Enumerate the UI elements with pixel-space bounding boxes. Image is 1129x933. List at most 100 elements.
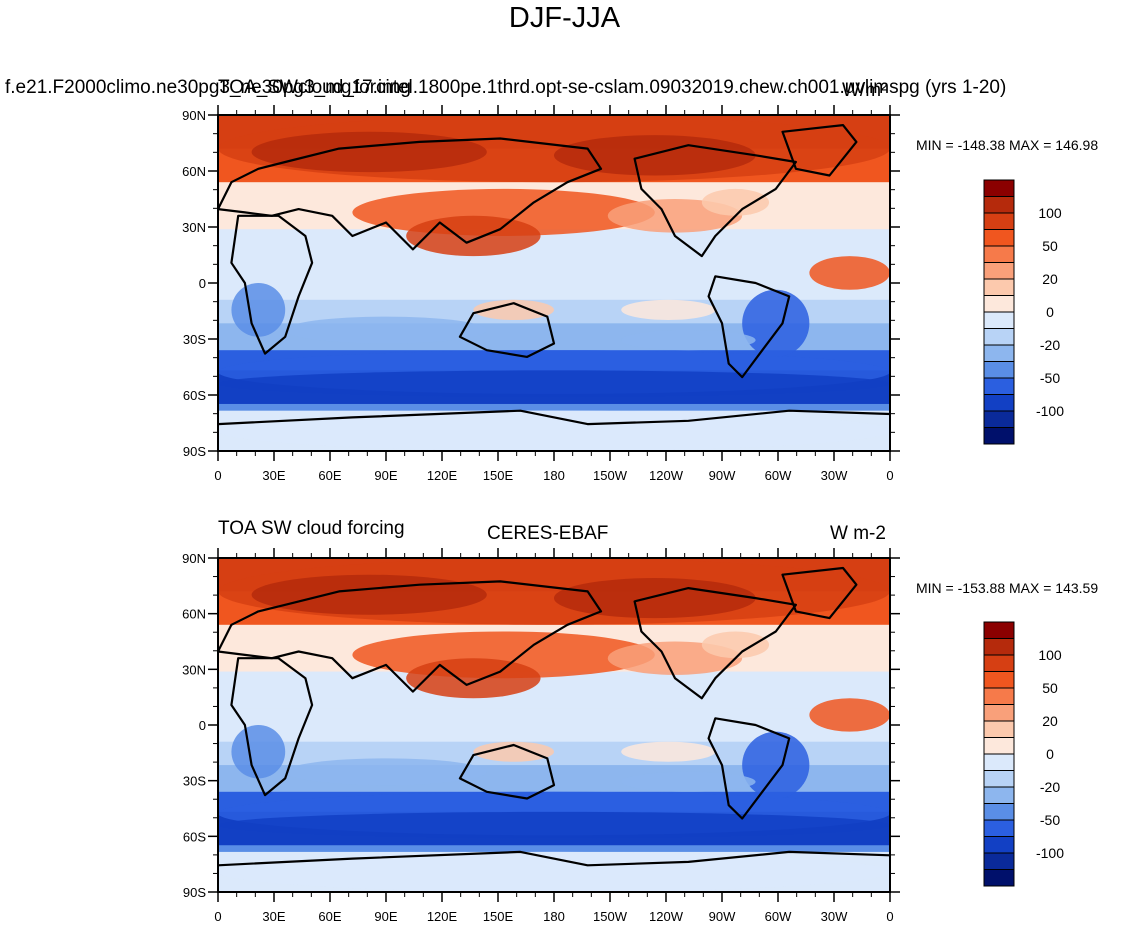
colorbar-swatch	[983, 410, 1015, 428]
colorbar-swatch	[983, 753, 1015, 771]
colorbar-1: 100 50 20 0 -20 -50 -100	[983, 179, 1064, 445]
panel1-left-title: f.e21.F2000climo.ne30pg3_ne30pg3_mg17.in…	[5, 77, 1007, 98]
colorbar-swatch	[983, 311, 1015, 329]
lon-label: 150E	[483, 468, 514, 483]
lat-label: 30N	[182, 662, 206, 677]
map-field-1	[218, 115, 890, 451]
colorbar-swatch	[983, 720, 1015, 738]
colorbar-swatch	[983, 869, 1015, 887]
lon-label: 0	[886, 909, 893, 924]
lon-label: 0	[886, 468, 893, 483]
lon-label: 60W	[765, 909, 792, 924]
colorbar-swatch	[983, 704, 1015, 722]
coastline-2	[458, 743, 556, 800]
colorbar-label: -20	[1040, 779, 1060, 795]
coastline-1	[218, 580, 603, 693]
colorbar-label: 20	[1042, 713, 1058, 729]
panel2-left-title: TOA SW cloud forcing	[218, 518, 405, 539]
colorbar-label: 20	[1042, 271, 1058, 287]
colorbar-label: 100	[1038, 205, 1062, 221]
map-panel-2: 90N 60N 30N 0 30S 60S 90S 0 30E 60E 90E 120E 150E 180…	[182, 548, 900, 924]
colorbar-swatch	[983, 229, 1015, 247]
lon-label: 0	[214, 909, 221, 924]
lon-label: 180	[543, 909, 565, 924]
lon-label: 90W	[709, 468, 736, 483]
panel1-units: W/m²	[842, 80, 888, 101]
lat-label: 60N	[182, 164, 206, 179]
colorbar-swatch	[983, 836, 1015, 854]
colorbar-swatch	[983, 361, 1015, 379]
lat-label: 30S	[183, 332, 206, 347]
lon-label: 120E	[427, 909, 458, 924]
coastline-0	[230, 214, 314, 355]
lon-label: 150W	[593, 909, 628, 924]
colorbar-swatch	[983, 654, 1015, 672]
colorbar-swatch	[983, 621, 1015, 639]
colorbar-swatch	[983, 179, 1015, 197]
colorbar-swatch	[983, 803, 1015, 821]
colorbar-swatch	[983, 786, 1015, 804]
lat-label: 60S	[183, 829, 206, 844]
colorbar-swatch	[983, 427, 1015, 445]
lat-label: 60N	[182, 607, 206, 622]
lon-label: 60E	[318, 468, 341, 483]
lon-label: 0	[214, 468, 221, 483]
lon-label: 30W	[821, 909, 848, 924]
panel1-stats: MIN = -148.38 MAX = 146.98	[916, 137, 1099, 153]
colorbar-swatch	[983, 737, 1015, 755]
lon-label: 120W	[649, 909, 684, 924]
colorbar-swatch	[983, 212, 1015, 230]
lat-label: 90N	[182, 551, 206, 566]
coastline-1	[218, 137, 603, 251]
colorbar-label: -100	[1036, 403, 1064, 419]
colorbar-swatch	[983, 671, 1015, 689]
coastline-6	[218, 850, 890, 867]
lat-label: 90N	[182, 108, 206, 123]
coastline-2	[458, 302, 556, 358]
lon-label: 150W	[593, 468, 628, 483]
lon-label: 180	[543, 468, 565, 483]
colorbar-swatch	[983, 852, 1015, 870]
lon-label: 60E	[318, 909, 341, 924]
coastline-4	[707, 275, 791, 379]
colorbar-swatch	[983, 245, 1015, 263]
lon-label: 150E	[483, 909, 514, 924]
colorbar-label: -20	[1040, 337, 1060, 353]
panel2-units: W m-2	[830, 523, 886, 544]
panel1-center-title: TOA_SWcloud_forcing	[218, 77, 411, 98]
coastline-4	[707, 717, 791, 820]
colorbar-label: -100	[1036, 845, 1064, 861]
colorbar-swatch	[983, 394, 1015, 412]
lat-label: 30N	[182, 220, 206, 235]
lon-label: 90E	[374, 909, 397, 924]
lon-label: 60W	[765, 468, 792, 483]
map-panel-1: 90N 60N 30N 0 30S 60S 90S 0 30E 60E 90E 120E 150E 180…	[182, 105, 900, 483]
lat-label: 90S	[183, 444, 206, 459]
lat-label: 60S	[183, 388, 206, 403]
colorbar-swatch	[983, 377, 1015, 395]
colorbar-label: 50	[1042, 680, 1058, 696]
colorbar-label: 0	[1046, 304, 1054, 320]
lon-label: 120W	[649, 468, 684, 483]
lon-label: 90E	[374, 468, 397, 483]
coastline-3	[633, 587, 797, 700]
colorbar-swatch	[983, 638, 1015, 656]
coastline-5	[781, 566, 858, 620]
colorbar-swatch	[983, 278, 1015, 296]
coastline-0	[230, 657, 314, 797]
lat-label: 30S	[183, 774, 206, 789]
colorbar-swatch	[983, 819, 1015, 837]
colorbar-swatch	[983, 687, 1015, 705]
colorbar-swatch	[983, 196, 1015, 214]
coastline-3	[633, 144, 797, 258]
colorbar-label: -50	[1040, 370, 1060, 386]
lon-label: 30W	[821, 468, 848, 483]
colorbar-label: 100	[1038, 647, 1062, 663]
coastline-5	[781, 124, 858, 177]
lat-label: 0	[199, 718, 206, 733]
colorbar-label: 50	[1042, 238, 1058, 254]
colorbar-label: -50	[1040, 812, 1060, 828]
panel2-center-title: CERES-EBAF	[487, 523, 609, 544]
lon-label: 30E	[262, 909, 285, 924]
